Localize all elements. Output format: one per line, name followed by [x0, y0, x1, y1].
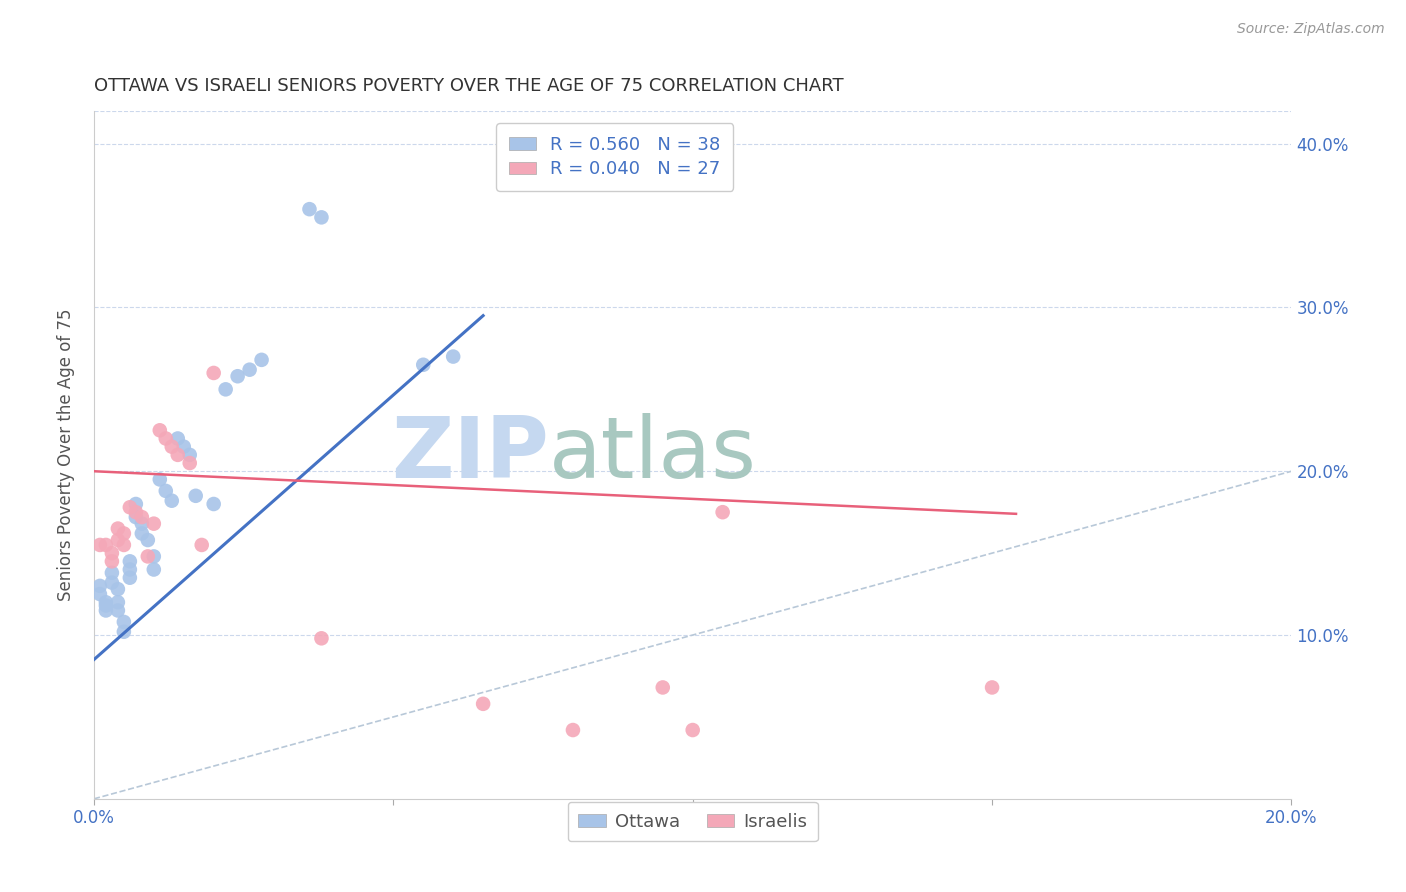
Point: [101, 546, 124, 560]
Point: [160, 440, 183, 454]
Point: [651, 681, 673, 695]
Point: [101, 575, 124, 590]
Point: [118, 500, 141, 515]
Point: [472, 697, 495, 711]
Point: [155, 483, 177, 498]
Point: [173, 440, 195, 454]
Point: [107, 603, 129, 617]
Point: [142, 516, 165, 531]
Point: [94, 603, 117, 617]
Text: OTTAWA VS ISRAELI SENIORS POVERTY OVER THE AGE OF 75 CORRELATION CHART: OTTAWA VS ISRAELI SENIORS POVERTY OVER T…: [94, 78, 844, 95]
Point: [118, 554, 141, 568]
Point: [131, 516, 153, 531]
Point: [981, 681, 1004, 695]
Point: [298, 202, 321, 216]
Point: [107, 533, 129, 547]
Legend: Ottawa, Israelis: Ottawa, Israelis: [568, 802, 818, 841]
Point: [118, 562, 141, 576]
Point: [250, 352, 273, 367]
Point: [166, 432, 188, 446]
Point: [179, 448, 201, 462]
Point: [131, 510, 153, 524]
Point: [239, 362, 262, 376]
Point: [94, 595, 117, 609]
Point: [136, 533, 159, 547]
Point: [107, 522, 129, 536]
Point: [412, 358, 434, 372]
Point: [112, 615, 135, 629]
Point: [561, 723, 583, 737]
Point: [107, 595, 129, 609]
Point: [118, 571, 141, 585]
Point: [94, 599, 117, 613]
Point: [112, 538, 135, 552]
Point: [311, 211, 333, 225]
Point: [101, 554, 124, 568]
Point: [155, 432, 177, 446]
Text: Source: ZipAtlas.com: Source: ZipAtlas.com: [1237, 22, 1385, 37]
Point: [682, 723, 704, 737]
Point: [179, 456, 201, 470]
Point: [441, 350, 464, 364]
Point: [149, 472, 172, 486]
Point: [89, 579, 111, 593]
Point: [311, 632, 333, 646]
Point: [190, 538, 212, 552]
Point: [214, 382, 236, 396]
Point: [89, 587, 111, 601]
Point: [226, 369, 249, 384]
Point: [184, 489, 207, 503]
Point: [202, 366, 225, 380]
Point: [125, 510, 148, 524]
Point: [711, 505, 734, 519]
Point: [107, 582, 129, 597]
Point: [149, 423, 172, 437]
Point: [142, 562, 165, 576]
Point: [142, 549, 165, 564]
Point: [160, 493, 183, 508]
Point: [202, 497, 225, 511]
Point: [125, 505, 148, 519]
Point: [94, 538, 117, 552]
Point: [125, 497, 148, 511]
Y-axis label: Seniors Poverty Over the Age of 75: Seniors Poverty Over the Age of 75: [58, 309, 75, 601]
Point: [101, 566, 124, 580]
Text: ZIP: ZIP: [391, 413, 548, 496]
Point: [166, 448, 188, 462]
Point: [136, 549, 159, 564]
Point: [131, 526, 153, 541]
Point: [112, 526, 135, 541]
Text: atlas: atlas: [548, 413, 756, 496]
Point: [112, 624, 135, 639]
Point: [89, 538, 111, 552]
